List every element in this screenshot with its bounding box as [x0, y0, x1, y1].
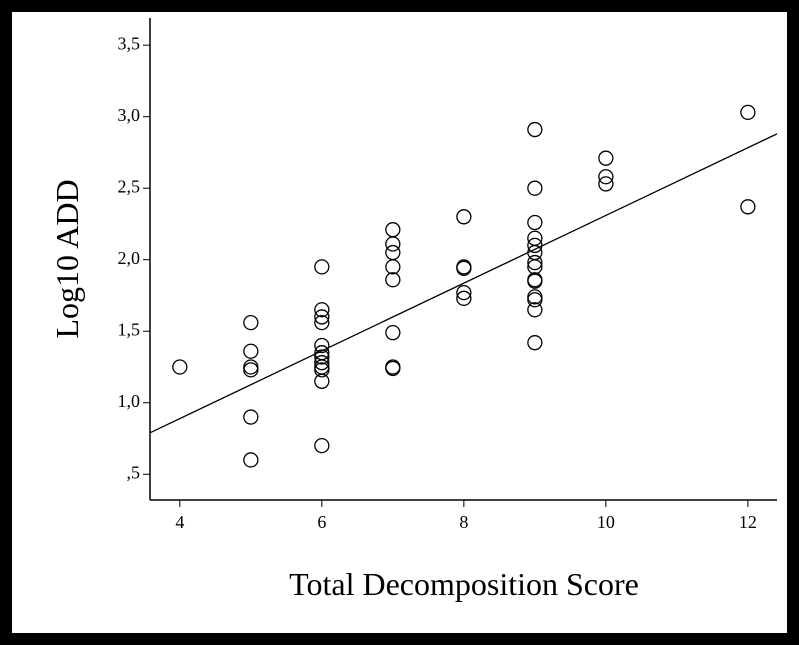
- point: [385, 236, 401, 252]
- point: [527, 214, 543, 231]
- point: [598, 176, 614, 192]
- x-tick-label: 4: [175, 512, 184, 532]
- point: [456, 290, 472, 306]
- y-axis-title: Log10 ADD: [49, 179, 85, 338]
- y-tick-label: 3,0: [118, 105, 141, 125]
- point: [314, 309, 330, 325]
- point: [527, 254, 543, 271]
- point: [456, 284, 472, 301]
- point: [456, 209, 472, 225]
- y-tick-label: 2,0: [118, 248, 141, 268]
- point: [314, 259, 330, 275]
- point: [456, 260, 472, 276]
- point: [172, 359, 188, 375]
- point: [314, 314, 330, 331]
- point: [527, 335, 543, 351]
- point: [740, 104, 756, 121]
- point: [527, 121, 543, 138]
- point: [314, 362, 330, 378]
- point: [527, 273, 543, 289]
- point: [314, 349, 330, 365]
- point: [243, 409, 259, 425]
- point: [314, 337, 330, 354]
- x-tick-label: 8: [459, 512, 468, 532]
- point: [385, 272, 401, 288]
- y-tick-label: 3,5: [118, 33, 141, 53]
- background: [12, 12, 787, 633]
- point: [314, 355, 330, 371]
- point: [385, 259, 401, 275]
- x-axis-title: Total Decomposition Score: [289, 566, 639, 602]
- point: [243, 343, 259, 359]
- point: [314, 302, 330, 318]
- y-tick-label: 2,5: [118, 176, 141, 196]
- x-tick-label: 10: [597, 512, 615, 532]
- point: [598, 150, 614, 166]
- point: [598, 169, 614, 185]
- point: [385, 325, 401, 341]
- point: [243, 452, 259, 468]
- point: [243, 362, 259, 378]
- x-tick-label: 6: [317, 512, 326, 532]
- y-tick-label: 1,5: [118, 319, 141, 339]
- point: [243, 314, 259, 331]
- point: [385, 360, 401, 377]
- point: [527, 237, 543, 254]
- x-tick-label: 12: [739, 512, 757, 532]
- point: [527, 292, 543, 308]
- point: [527, 180, 543, 196]
- y-tick-label: ,5: [127, 462, 141, 482]
- point: [314, 373, 330, 389]
- fit-line: [149, 133, 778, 434]
- point: [740, 199, 756, 215]
- y-tick-label: 1,0: [118, 391, 141, 411]
- point: [527, 302, 543, 318]
- point: [314, 437, 330, 454]
